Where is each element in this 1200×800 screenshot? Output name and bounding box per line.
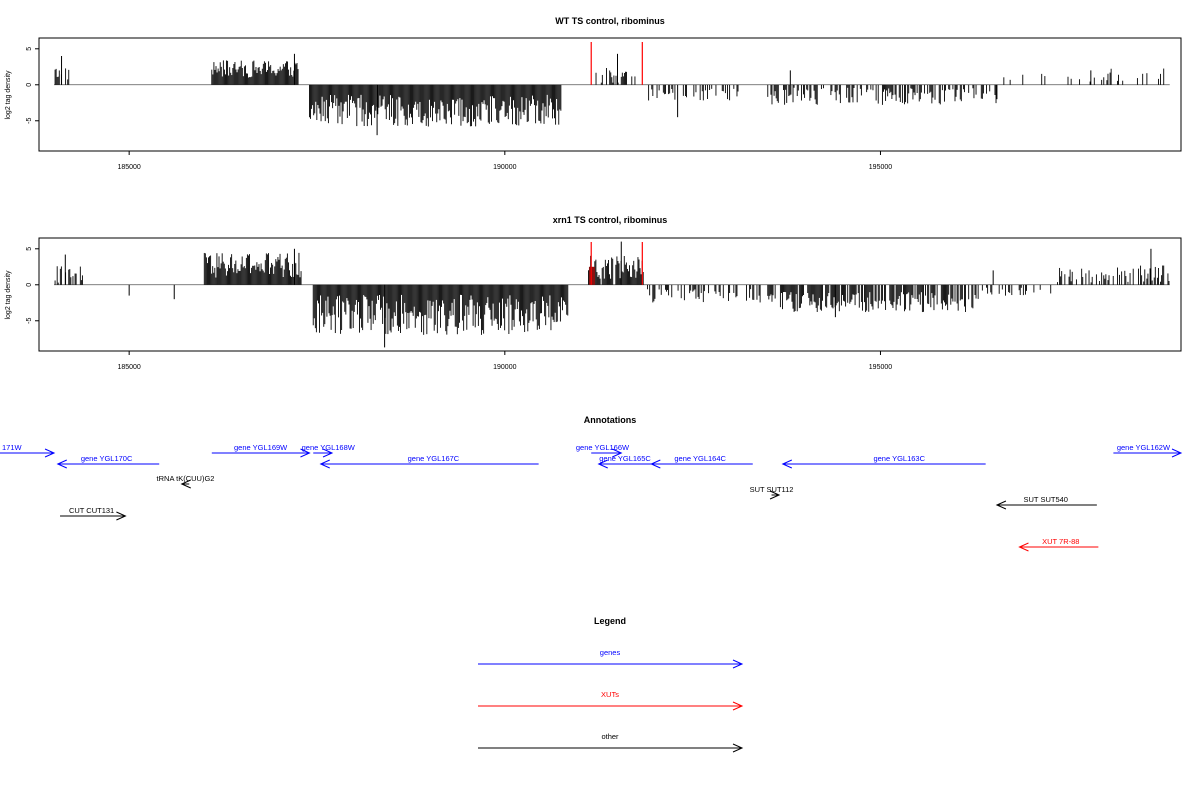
highlight-fill: [588, 266, 595, 285]
wt-track-panel: WT TS control, ribominus log2 tag densit…: [5, 16, 1182, 171]
xrn1-track-panel: xrn1 TS control, ribominus log2 tag dens…: [5, 215, 1182, 371]
feature-arrow-head: [322, 448, 334, 458]
legend-label: genes: [600, 648, 621, 657]
y-tick-label: -5: [26, 318, 33, 324]
feature-arrow-head: [44, 448, 56, 458]
wt-bars: [54, 42, 1170, 136]
xrn1-track-title: xrn1 TS control, ribominus: [553, 215, 668, 225]
feature-arrow-head: [995, 500, 1007, 510]
y-tick-label: 5: [26, 47, 33, 51]
xrn1-x-axis: 185000 190000 195000: [117, 350, 892, 371]
feature-arrow-head: [1171, 448, 1183, 458]
wt-x-axis: 185000 190000 195000: [117, 150, 892, 171]
feature-arrows: 171W gene YGL170C gene YGL169W gene YGL168W…: [0, 443, 1183, 552]
x-tick-label: 190000: [493, 364, 516, 371]
x-tick-label: 195000: [869, 364, 892, 371]
xrn1-y-axis: -5 0 5: [26, 247, 40, 324]
legend-label: XUTs: [601, 690, 619, 699]
feature-arrow-head: [781, 459, 793, 469]
y-tick-label: 0: [26, 283, 33, 287]
legend-arrow-head: [732, 743, 744, 753]
y-tick-label: 5: [26, 247, 33, 251]
feature-arrow-head: [300, 448, 311, 458]
feature-arrow-head: [612, 448, 623, 458]
feature-label: SUT SUT540: [1024, 495, 1068, 504]
feature-label: gene YGL168W: [302, 443, 356, 452]
feature-label: gene YGL163C: [873, 454, 925, 463]
feature-arrow-head: [319, 459, 330, 469]
xrn1-plot-frame: [38, 237, 1182, 352]
feature-label: 171W: [2, 443, 23, 452]
y-tick-label: -5: [26, 118, 33, 124]
wt-track-title: WT TS control, ribominus: [555, 16, 665, 26]
x-tick-label: 185000: [117, 364, 140, 371]
feature-label: SUT SUT112: [750, 485, 794, 494]
feature-label: tRNA tK(CUU)G2: [157, 474, 215, 483]
feature-arrow-head: [769, 490, 781, 500]
feature-arrow-head: [56, 459, 67, 469]
legend-label: other: [601, 732, 619, 741]
wt-y-axis: -5 0 5: [26, 47, 40, 124]
feature-label: gene YGL166W: [576, 443, 630, 452]
legend-title: Legend: [594, 616, 626, 626]
feature-arrow-head: [597, 459, 608, 469]
feature-arrow-head: [650, 459, 661, 469]
legend: Legend genes XUTs other: [478, 616, 744, 753]
wt-plot-frame: [38, 37, 1182, 152]
feature-label: gene YGL170C: [81, 454, 133, 463]
annotations-title: Annotations: [584, 415, 637, 425]
annotations-panel: Annotations 171W gene YGL170C gene YGL169W…: [0, 415, 1183, 552]
feature-label: gene YGL167C: [408, 454, 460, 463]
xrn1-bars: [54, 241, 1170, 348]
feature-label: CUT CUT131: [69, 506, 114, 515]
feature-label: gene YGL165C: [599, 454, 651, 463]
wt-y-axis-label: log2 tag density: [5, 70, 12, 120]
feature-arrow-head: [1018, 542, 1029, 552]
x-tick-label: 190000: [493, 164, 516, 171]
legend-arrow-head: [732, 701, 744, 711]
feature-arrow-head: [116, 511, 127, 521]
feature-label: gene YGL162W: [1117, 443, 1171, 452]
x-tick-label: 185000: [117, 164, 140, 171]
legend-arrow-head: [732, 659, 744, 669]
y-tick-label: 0: [26, 83, 33, 87]
feature-label: gene YGL169W: [234, 443, 288, 452]
feature-label: XUT 7R-88: [1042, 537, 1079, 546]
feature-arrow-head: [180, 479, 191, 489]
legend-items: genes XUTs other: [478, 648, 744, 753]
feature-label: gene YGL164C: [674, 454, 726, 463]
xrn1-y-axis-label: log2 tag density: [5, 270, 12, 320]
x-tick-label: 195000: [869, 164, 892, 171]
